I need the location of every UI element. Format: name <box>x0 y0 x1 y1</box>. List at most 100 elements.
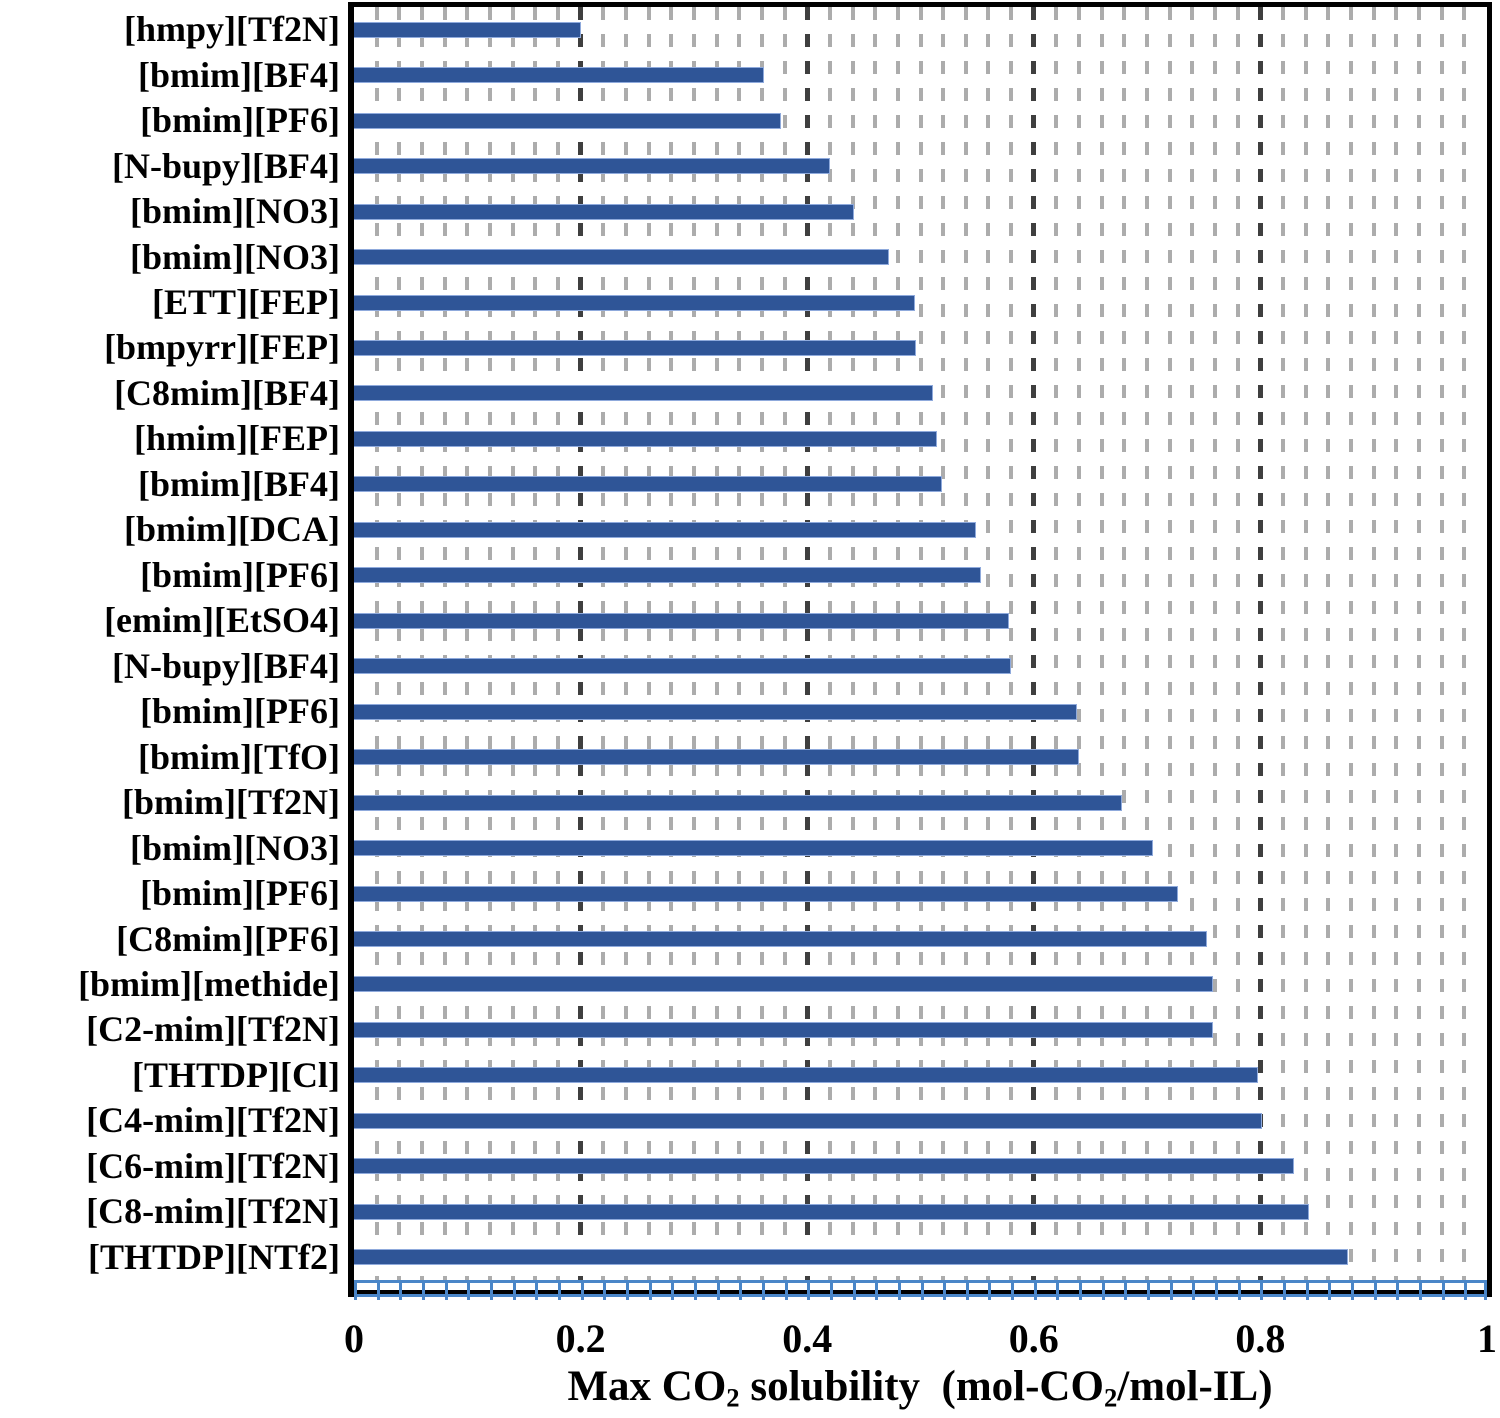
bar <box>354 1249 1348 1266</box>
y-axis-label: [C6-mim][Tf2N] <box>86 1145 340 1186</box>
x-axis-tick <box>1124 1283 1128 1300</box>
x-axis-tick <box>784 1283 788 1300</box>
x-axis-tick <box>625 1283 629 1300</box>
gridline-major <box>804 7 810 1280</box>
y-axis-label: [N-bupy][BF4] <box>111 645 340 686</box>
gridline-minor <box>963 7 968 1280</box>
x-axis-tick <box>1441 1283 1445 1300</box>
x-axis-tick <box>693 1283 697 1300</box>
y-axis-label: [bmim][PF6] <box>140 873 340 914</box>
bar <box>354 931 1208 948</box>
x-axis-tick <box>1419 1283 1423 1300</box>
gridline-minor <box>533 7 538 1280</box>
gridline-minor <box>1349 7 1354 1280</box>
gridline-minor <box>895 7 900 1280</box>
x-axis-title-text: Max CO <box>567 1363 727 1410</box>
gridline-minor <box>510 7 515 1280</box>
bar <box>354 203 854 220</box>
x-axis-tick <box>354 1283 357 1300</box>
x-axis-title-text: /mol-IL) <box>1117 1363 1273 1410</box>
y-axis-label: [bmim][NO3] <box>130 236 340 277</box>
bar <box>354 1203 1310 1220</box>
x-axis-tick <box>1484 1283 1487 1300</box>
bar <box>354 294 915 311</box>
x-axis-tick <box>557 1283 561 1300</box>
x-axis-tick <box>671 1283 675 1300</box>
y-axis-label: [C8mim][PF6] <box>116 918 340 959</box>
bar <box>354 430 938 447</box>
gridline-minor <box>941 7 946 1280</box>
x-axis-title-sub: 2 <box>1103 1382 1118 1413</box>
y-axis-label: [bmim][PF6] <box>140 100 340 141</box>
x-axis-tick <box>444 1283 448 1300</box>
x-axis-tick <box>920 1283 924 1300</box>
bar <box>354 1112 1262 1129</box>
y-axis-label: [hmpy][Tf2N] <box>124 9 340 50</box>
x-axis-tick <box>1305 1283 1309 1300</box>
bar <box>354 67 765 84</box>
x-axis-title-sub: 2 <box>726 1382 740 1413</box>
x-axis-tick <box>829 1283 833 1300</box>
x-axis-tick <box>1169 1283 1173 1300</box>
gridline-minor <box>1009 7 1014 1280</box>
y-axis-label: [bmpyrr][FEP] <box>104 327 340 368</box>
x-axis-tick <box>988 1283 992 1300</box>
y-axis-label: [bmim][PF6] <box>140 554 340 595</box>
gridline-minor <box>691 7 696 1280</box>
gridline-minor <box>1167 7 1172 1280</box>
gridline-minor <box>1417 7 1422 1280</box>
gridline-minor <box>1145 7 1150 1280</box>
bar <box>354 703 1077 720</box>
y-axis-label: [bmim][TfO] <box>138 736 340 777</box>
x-axis-title: Max CO2 solubility (mol-CO2/mol-IL) <box>348 1362 1492 1414</box>
bar <box>354 1021 1213 1038</box>
gridline-minor <box>601 7 606 1280</box>
gridline-minor <box>1439 7 1444 1280</box>
gridline-minor <box>918 7 923 1280</box>
x-axis-title-text: solubility (mol-CO <box>739 1363 1104 1410</box>
bar <box>354 794 1123 811</box>
x-axis-tick <box>1328 1283 1332 1300</box>
gridline-minor <box>419 7 424 1280</box>
x-axis <box>354 1280 1487 1300</box>
gridline-minor <box>782 7 787 1280</box>
gridline-minor <box>1326 7 1331 1280</box>
bar <box>354 1158 1295 1175</box>
gridline-minor <box>374 7 379 1280</box>
bar <box>354 1067 1259 1084</box>
bar <box>354 567 981 584</box>
gridline-minor <box>1213 7 1218 1280</box>
gridline-major <box>1257 7 1263 1280</box>
x-axis-tick <box>535 1283 539 1300</box>
gridline-major <box>1031 7 1037 1280</box>
bar <box>354 885 1178 902</box>
y-axis-label: [bmim][methide] <box>78 963 340 1004</box>
gridline-minor <box>1099 7 1104 1280</box>
x-axis-tick <box>376 1283 380 1300</box>
gridline-minor <box>555 7 560 1280</box>
gridline-minor <box>1190 7 1195 1280</box>
y-axis-label: [C4-mim][Tf2N] <box>86 1100 340 1141</box>
plot-area <box>354 7 1487 1280</box>
x-axis-tick <box>648 1283 652 1300</box>
gridline-minor <box>623 7 628 1280</box>
x-axis-tick <box>761 1283 765 1300</box>
bar <box>354 112 782 129</box>
y-axis-label: [C8mim][BF4] <box>114 372 340 413</box>
gridline-minor <box>1235 7 1240 1280</box>
bar <box>354 658 1012 675</box>
gridline-minor <box>714 7 719 1280</box>
x-axis-tick <box>1373 1283 1377 1300</box>
x-axis-tick <box>1056 1283 1060 1300</box>
y-axis-label: [ETT][FEP] <box>152 282 340 323</box>
x-axis-tick <box>943 1283 947 1300</box>
bar <box>354 749 1080 766</box>
y-axis-label: [bmim][NO3] <box>130 827 340 868</box>
x-axis-tick <box>807 1283 811 1300</box>
gridline-minor <box>1054 7 1059 1280</box>
x-axis-tick <box>1079 1283 1083 1300</box>
x-axis-tick-label: 0.6 <box>1008 1316 1059 1361</box>
gridline-minor <box>759 7 764 1280</box>
x-axis-tick <box>1011 1283 1015 1300</box>
gridline-minor <box>1122 7 1127 1280</box>
